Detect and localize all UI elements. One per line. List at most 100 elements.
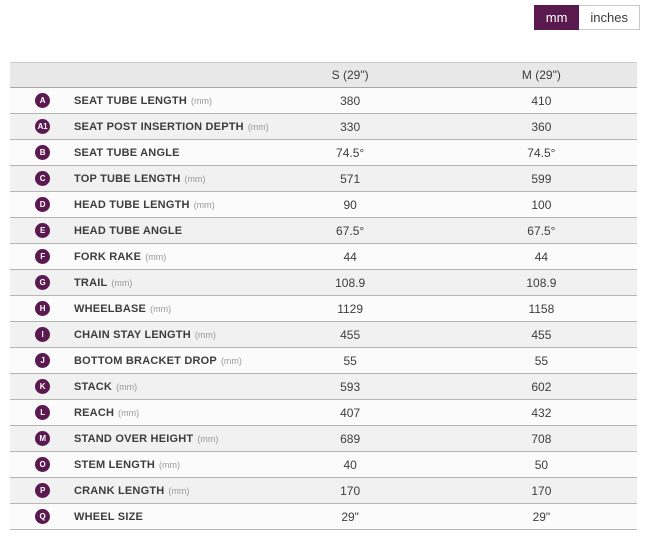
row-value-m: 599 [531,171,552,186]
row-label: REACH [74,406,115,419]
table-row: M STAND OVER HEIGHT (mm) 689 708 [10,426,637,452]
table-row: I CHAIN STAY LENGTH (mm) 455 455 [10,322,637,348]
table-row: Q WHEEL SIZE 29" 29" [10,504,637,530]
row-unit: (mm) [197,433,219,444]
row-value-s: 170 [340,483,361,498]
row-value-s: 40 [343,457,357,472]
row-label: HEAD TUBE LENGTH [74,198,190,211]
header-col-s: S (29") [331,68,369,82]
row-label: WHEELBASE [74,302,147,315]
row-letter-badge: C [35,171,50,186]
row-unit: (mm) [150,303,172,314]
table-row: G TRAIL (mm) 108.9 108.9 [10,270,637,296]
row-unit: (mm) [191,95,212,106]
row-unit: (mm) [159,459,181,470]
row-label-cell: O STEM LENGTH (mm) [10,457,255,472]
row-unit: (mm) [193,199,215,210]
row-letter-badge: G [35,275,50,290]
table-row: K STACK (mm) 593 602 [10,374,637,400]
row-label-cell: Q WHEEL SIZE [10,509,255,524]
table-row: B SEAT TUBE ANGLE 74.5° 74.5° [10,140,637,166]
row-value-s: 689 [340,431,361,446]
row-label-cell: G TRAIL (mm) [10,275,255,290]
row-letter-badge: P [35,483,50,498]
row-unit: (mm) [118,407,140,418]
row-label-cell: L REACH (mm) [10,405,255,420]
row-letter-badge: F [35,249,50,264]
row-label: HEAD TUBE ANGLE [74,224,183,237]
row-label-cell: M STAND OVER HEIGHT (mm) [10,431,255,446]
unit-toggle-inches-button[interactable]: inches [579,5,640,30]
row-label: WHEEL SIZE [74,510,144,523]
row-value-s: 90 [343,197,357,212]
row-value-s: 29" [341,509,359,524]
row-label-cell: F FORK RAKE (mm) [10,249,255,264]
table-header-row: S (29") M (29") [10,62,637,88]
row-label: BOTTOM BRACKET DROP [74,354,217,367]
row-value-s: 55 [343,353,357,368]
row-letter-badge: Q [35,509,50,524]
row-value-m: 100 [531,197,552,212]
table-row: A1 SEAT POST INSERTION DEPTH (mm) 330 36… [10,114,637,140]
row-letter-badge: E [35,223,50,238]
row-unit: (mm) [145,251,167,262]
row-letter-badge: A [35,93,50,108]
row-letter-badge: J [35,353,50,368]
row-label-cell: I CHAIN STAY LENGTH (mm) [10,327,255,342]
row-value-s: 455 [340,327,361,342]
row-letter-badge: L [35,405,50,420]
row-label: SEAT TUBE ANGLE [74,146,180,159]
row-value-s: 67.5° [336,223,365,238]
table-row: E HEAD TUBE ANGLE 67.5° 67.5° [10,218,637,244]
row-unit: (mm) [168,485,190,496]
row-label-cell: J BOTTOM BRACKET DROP (mm) [10,353,255,368]
row-value-m: 360 [531,119,552,134]
row-value-m: 74.5° [527,145,556,160]
row-value-m: 55 [534,353,549,368]
row-label-cell: H WHEELBASE (mm) [10,301,255,316]
row-value-s: 380 [340,93,361,108]
row-unit: (mm) [116,381,138,392]
row-value-s: 407 [340,405,361,420]
row-label: CRANK LENGTH [74,484,165,497]
row-label-cell: K STACK (mm) [10,379,255,394]
row-value-s: 44 [343,249,357,264]
row-letter-badge: B [35,145,50,160]
table-row: A SEAT TUBE LENGTH (mm) 380 410 [10,88,637,114]
row-unit: (mm) [111,277,133,288]
row-label: FORK RAKE [74,250,142,263]
row-letter-badge: D [35,197,50,212]
row-value-m: 410 [531,93,552,108]
row-letter-badge: O [35,457,50,472]
table-row: H WHEELBASE (mm) 1129 1158 [10,296,637,322]
geometry-table: S (29") M (29") A SEAT TUBE LENGTH (mm) … [10,62,637,530]
row-label-cell: A1 SEAT POST INSERTION DEPTH (mm) [10,119,269,134]
row-label-cell: E HEAD TUBE ANGLE [10,223,255,238]
row-label: CHAIN STAY LENGTH [74,328,191,341]
row-value-m: 1158 [528,301,555,316]
row-value-m: 67.5° [527,223,556,238]
row-label: SEAT TUBE LENGTH [74,94,187,107]
unit-toggle: mm inches [533,5,640,30]
row-letter-badge: K [35,379,50,394]
row-label-cell: C TOP TUBE LENGTH (mm) [10,171,255,186]
unit-toggle-mm-button[interactable]: mm [533,5,580,30]
row-label: TRAIL [74,276,108,289]
row-letter-badge: I [35,327,50,342]
row-value-m: 29" [532,509,551,524]
table-row: J BOTTOM BRACKET DROP (mm) 55 55 [10,348,637,374]
row-unit: (mm) [247,121,269,132]
table-body: A SEAT TUBE LENGTH (mm) 380 410 A1 SEAT … [10,88,637,530]
row-value-s: 74.5° [336,145,365,160]
table-row: P CRANK LENGTH (mm) 170 170 [10,478,637,504]
row-label-cell: B SEAT TUBE ANGLE [10,145,255,160]
row-label: STEM LENGTH [74,458,156,471]
row-label: STACK [74,380,113,393]
row-value-m: 602 [531,379,552,394]
row-value-s: 571 [340,171,361,186]
row-value-m: 44 [534,249,549,264]
table-row: L REACH (mm) 407 432 [10,400,637,426]
table-row: F FORK RAKE (mm) 44 44 [10,244,637,270]
row-letter-badge: H [35,301,50,316]
